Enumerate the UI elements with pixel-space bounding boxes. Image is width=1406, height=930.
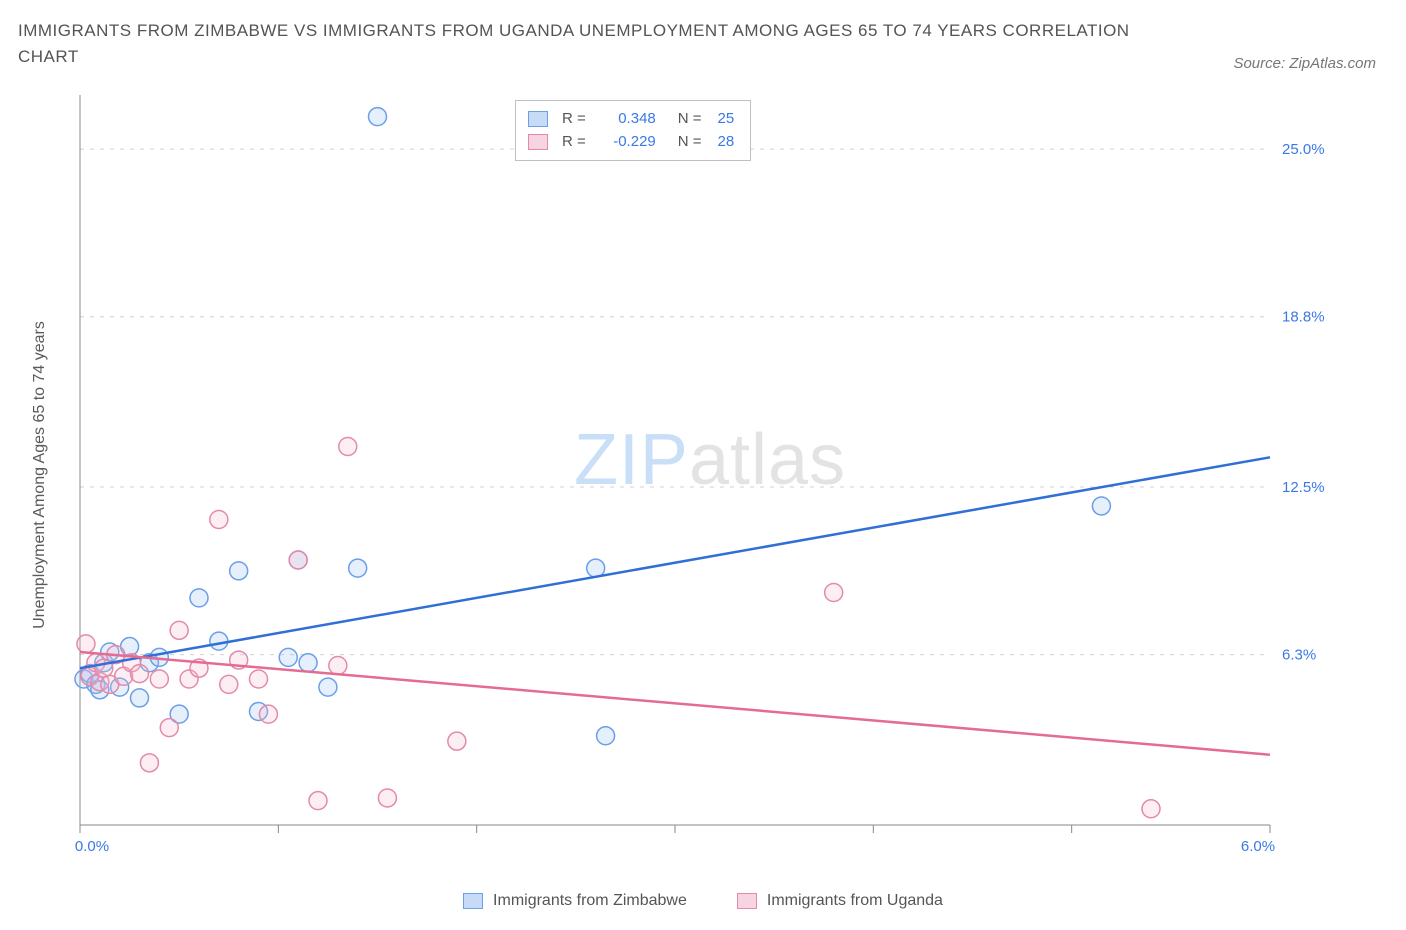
series-legend-label: Immigrants from Zimbabwe <box>493 892 687 910</box>
data-point-zimbabwe <box>369 108 387 126</box>
y-tick-label: 6.3% <box>1282 647 1316 664</box>
legend-n-value: 28 <box>718 130 735 153</box>
data-point-uganda <box>825 583 843 601</box>
data-point-zimbabwe <box>230 562 248 580</box>
correlation-legend: R = 0.348 N = 25 R = -0.229 N = 28 <box>515 100 751 161</box>
legend-row: R = 0.348 N = 25 <box>528 107 734 130</box>
y-tick-label: 12.5% <box>1282 479 1325 496</box>
data-point-uganda <box>77 635 95 653</box>
y-tick-label: 18.8% <box>1282 309 1325 326</box>
series-legend-item: Immigrants from Uganda <box>737 892 943 910</box>
data-point-zimbabwe <box>349 559 367 577</box>
data-point-zimbabwe <box>319 678 337 696</box>
data-point-uganda <box>210 510 228 528</box>
legend-n-value: 25 <box>718 107 735 130</box>
legend-swatch <box>528 111 548 127</box>
series-legend-label: Immigrants from Uganda <box>767 892 943 910</box>
data-point-uganda <box>170 621 188 639</box>
data-point-zimbabwe <box>190 589 208 607</box>
x-tick-label: 0.0% <box>75 838 109 855</box>
legend-n-label: N = <box>678 130 702 153</box>
chart-title: IMMIGRANTS FROM ZIMBABWE VS IMMIGRANTS F… <box>18 18 1138 71</box>
y-axis-label: Unemployment Among Ages 65 to 74 years <box>31 321 49 629</box>
data-point-zimbabwe <box>1092 497 1110 515</box>
data-point-uganda <box>309 792 327 810</box>
data-point-uganda <box>220 675 238 693</box>
legend-r-value: -0.229 <box>602 130 656 153</box>
data-point-zimbabwe <box>597 727 615 745</box>
data-point-uganda <box>1142 800 1160 818</box>
data-point-uganda <box>150 670 168 688</box>
data-point-zimbabwe <box>299 654 317 672</box>
data-point-uganda <box>378 789 396 807</box>
series-legend: Immigrants from Zimbabwe Immigrants from … <box>0 892 1406 910</box>
data-point-uganda <box>160 719 178 737</box>
data-point-zimbabwe <box>131 689 149 707</box>
legend-r-label: R = <box>562 130 586 153</box>
data-point-zimbabwe <box>279 648 297 666</box>
chart-area: Unemployment Among Ages 65 to 74 years 6… <box>50 95 1370 855</box>
chart-header: IMMIGRANTS FROM ZIMBABWE VS IMMIGRANTS F… <box>0 0 1406 71</box>
data-point-uganda <box>250 670 268 688</box>
trend-line-zimbabwe <box>80 457 1270 668</box>
x-tick-label: 6.0% <box>1241 838 1275 855</box>
data-point-uganda <box>329 656 347 674</box>
legend-swatch <box>737 893 757 909</box>
y-tick-label: 25.0% <box>1282 141 1325 158</box>
data-point-uganda <box>140 754 158 772</box>
legend-n-label: N = <box>678 107 702 130</box>
legend-swatch <box>528 134 548 150</box>
scatter-plot: 6.3% 12.5% 18.8% 25.0% 0.0% 6.0% <box>70 95 1340 855</box>
data-point-uganda <box>131 665 149 683</box>
legend-row: R = -0.229 N = 28 <box>528 130 734 153</box>
legend-swatch <box>463 893 483 909</box>
legend-r-label: R = <box>562 107 586 130</box>
legend-r-value: 0.348 <box>602 107 656 130</box>
data-point-uganda <box>448 732 466 750</box>
data-point-uganda <box>259 705 277 723</box>
data-point-zimbabwe <box>210 632 228 650</box>
data-point-uganda <box>339 437 357 455</box>
data-point-uganda <box>289 551 307 569</box>
series-legend-item: Immigrants from Zimbabwe <box>463 892 687 910</box>
source-credit: Source: ZipAtlas.com <box>1233 55 1376 72</box>
